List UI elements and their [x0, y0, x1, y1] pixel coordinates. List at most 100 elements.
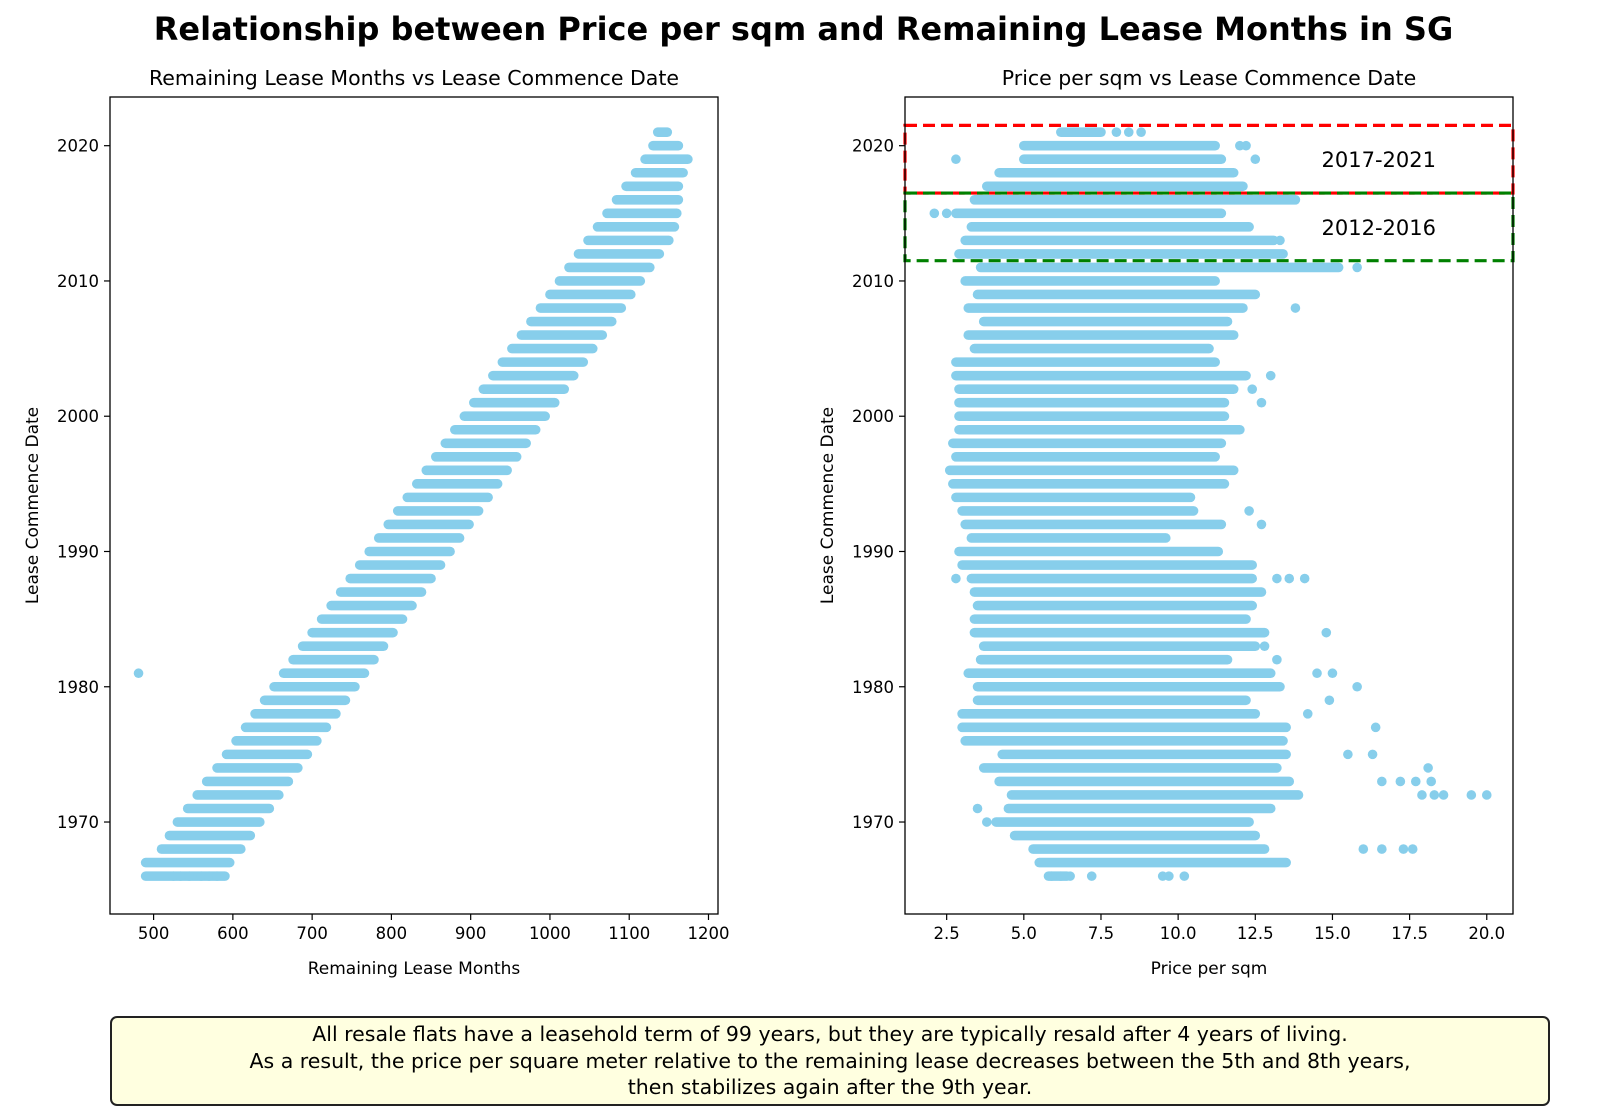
data-point [1417, 790, 1427, 800]
data-point [1398, 844, 1409, 854]
x-tick-label: 17.5 [1391, 924, 1428, 943]
data-point [1429, 790, 1440, 800]
data-point [1358, 844, 1369, 854]
data-point [1377, 844, 1387, 854]
data-point [1259, 641, 1270, 651]
data-point [1056, 871, 1066, 881]
data-point [1272, 573, 1282, 584]
x-axis-label: Price per sqm [1151, 959, 1268, 979]
data-point [929, 208, 940, 219]
data-point [1256, 397, 1267, 408]
figure-title: Relationship between Price per sqm and R… [153, 10, 1454, 48]
data-point [1123, 127, 1134, 137]
data-point [1086, 871, 1097, 881]
x-tick-label: 1200 [687, 924, 729, 943]
x-tick-label: 1100 [608, 924, 650, 943]
x-tick-label: 800 [376, 924, 408, 943]
data-point [1247, 384, 1258, 394]
data-point [1250, 154, 1261, 165]
data-point [1284, 573, 1295, 584]
data-point [1244, 506, 1254, 516]
data-point [1343, 749, 1353, 760]
data-point [1352, 262, 1362, 273]
x-tick-label: 20.0 [1468, 924, 1505, 943]
data-point [1410, 776, 1421, 787]
data-point [1179, 871, 1190, 881]
y-tick-label: 2020 [852, 137, 894, 156]
data-point [1241, 140, 1251, 151]
data-point [1299, 573, 1310, 584]
data-point [1275, 235, 1285, 246]
data-point [1466, 790, 1477, 800]
x-tick-label: 2.5 [934, 924, 960, 943]
chart-price-vs-date: 2017-2021 2012-2016 2.5 5.0 7.5 10.0 12.5 15.0 1… [818, 66, 1515, 979]
data-point [1046, 871, 1057, 881]
x-tick-label: 900 [455, 924, 487, 943]
chart-lease-months-vs-date: 500 600 700 800 900 1000 1100 1200 1970 1980 1990 2… [23, 66, 729, 979]
y-tick-label: 2000 [852, 407, 894, 426]
y-tick-label: 1970 [57, 813, 99, 832]
x-tick-label: 5.0 [1011, 924, 1037, 943]
chart-title: Price per sqm vs Lease Commence Date [1002, 66, 1416, 90]
x-tick-label: 1000 [529, 924, 571, 943]
x-tick-label: 12.5 [1237, 924, 1274, 943]
data-point [1370, 722, 1381, 733]
data-point [1302, 709, 1313, 719]
data-point [951, 154, 961, 165]
data-point [1312, 668, 1322, 679]
x-axis-label: Remaining Lease Months [308, 959, 521, 979]
note-line-3: then stabilizes again after the 9th year… [627, 1075, 1033, 1100]
data-point [1367, 749, 1378, 760]
highlight-label: 2017-2021 [1322, 148, 1436, 172]
x-tick-label: 7.5 [1088, 924, 1114, 943]
data-point [1136, 127, 1146, 137]
note-line-1: All resale flats have a leasehold term o… [312, 1022, 1348, 1047]
axes-frame [109, 96, 719, 915]
x-tick-label: 700 [296, 924, 328, 943]
y-tick-label: 2010 [57, 272, 99, 291]
data-point [1438, 790, 1449, 800]
data-point [204, 871, 214, 881]
x-tick-label: 15.0 [1314, 924, 1351, 943]
data-point [1377, 776, 1387, 787]
x-tick-label: 10.0 [1160, 924, 1197, 943]
chart-title: Remaining Lease Months vs Lease Commence… [149, 66, 679, 90]
y-tick-label: 2020 [57, 137, 99, 156]
data-point [1327, 668, 1338, 679]
axes-frame [904, 96, 1514, 915]
data-point [1352, 681, 1362, 692]
y-axis-label: Lease Commence Date [23, 407, 43, 604]
data-point [196, 871, 206, 881]
data-point [1324, 695, 1335, 706]
data-point [1426, 776, 1437, 787]
y-tick-label: 1980 [852, 678, 894, 697]
data-point [1407, 844, 1418, 854]
data-point [1395, 776, 1406, 787]
data-point [1423, 763, 1433, 773]
explanation-note: All resale flats have a leasehold term o… [110, 1016, 1550, 1106]
y-tick-label: 1970 [852, 813, 894, 832]
data-point [1265, 370, 1276, 381]
data-point [184, 871, 195, 881]
data-point [941, 208, 952, 219]
y-axis-label: Lease Commence Date [818, 407, 838, 604]
data-point [1290, 303, 1301, 313]
y-tick-label: 1990 [57, 542, 99, 561]
data-point [1321, 627, 1332, 638]
data-point [175, 871, 186, 881]
data-point [951, 573, 961, 584]
x-tick-label: 600 [217, 924, 249, 943]
y-tick-label: 1980 [57, 678, 99, 697]
data-point [212, 871, 222, 881]
highlight-label: 2012-2016 [1322, 216, 1436, 240]
data-point [1272, 654, 1282, 665]
data-point [1065, 871, 1075, 881]
note-line-2: As a result, the price per square meter … [249, 1048, 1411, 1073]
y-tick-label: 1990 [852, 542, 894, 561]
data-point [972, 803, 983, 814]
y-tick-label: 2010 [852, 272, 894, 291]
data-point [1481, 790, 1492, 800]
data-point [1256, 519, 1267, 530]
y-tick-label: 2000 [57, 407, 99, 426]
